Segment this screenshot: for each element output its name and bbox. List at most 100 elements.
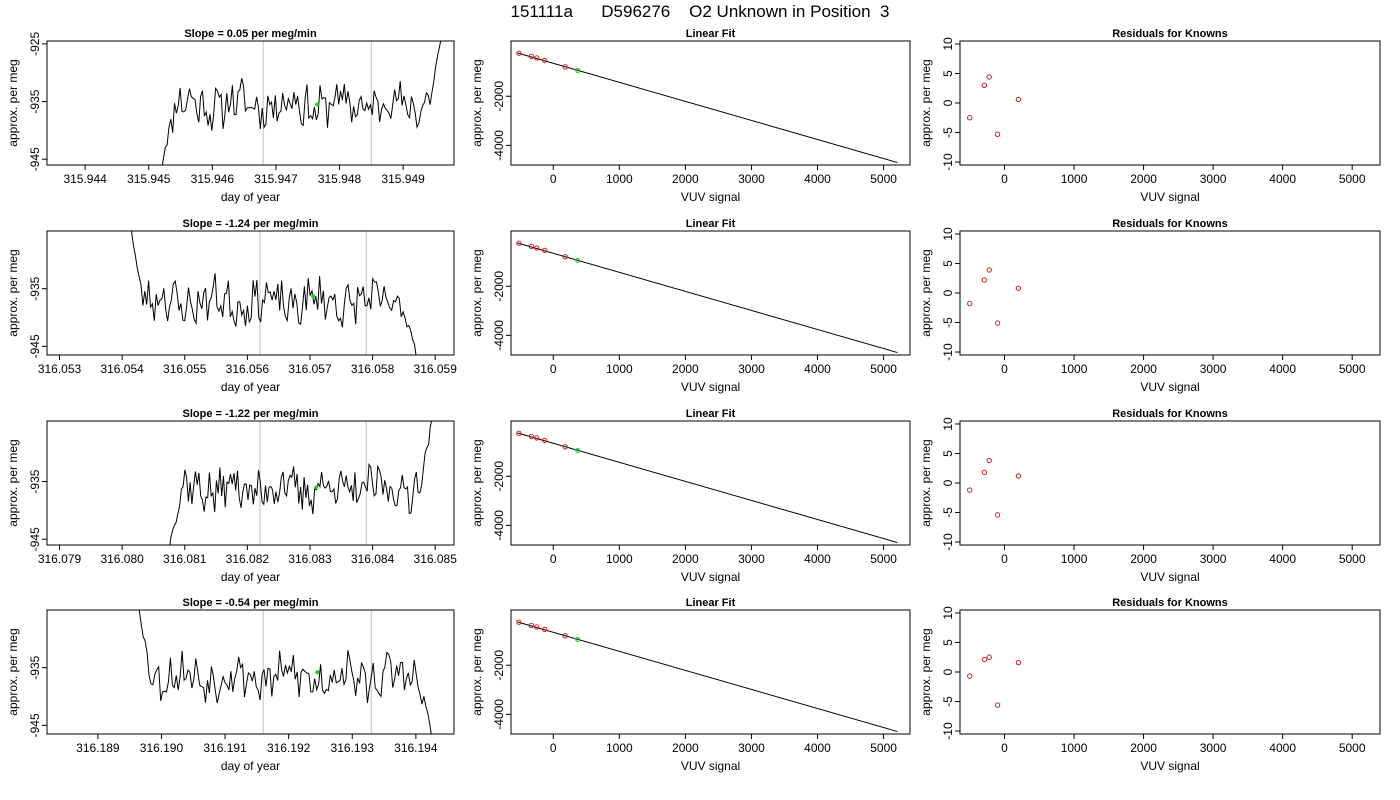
data-trace	[138, 610, 432, 734]
data-trace	[131, 231, 417, 355]
x-tick-label: 0	[550, 172, 557, 186]
panel-r1-c3: Residuals for Knowns 0 1000 2000 3000 4000 500…	[919, 28, 1381, 204]
panel-title: Slope = -1.24 per meg/min	[182, 218, 318, 230]
x-tick-label: 0	[1001, 362, 1008, 376]
y-tick-label: 10	[941, 227, 955, 241]
x-tick-label: 316.189	[76, 741, 120, 755]
y-tick-label: -935	[28, 655, 42, 679]
residual-point	[967, 487, 973, 493]
data-trace	[169, 421, 432, 545]
x-tick-label: 4000	[804, 552, 831, 566]
x-tick-label: 316.055	[163, 362, 207, 376]
panel-title: Residuals for Knowns	[1112, 28, 1228, 40]
x-tick-label: 1000	[1061, 172, 1088, 186]
x-tick-label: 316.057	[288, 362, 332, 376]
x-tick-label: 4000	[804, 362, 831, 376]
y-axis-label: approx. per meg	[919, 249, 933, 336]
known-point	[562, 444, 568, 450]
known-point	[516, 240, 522, 246]
x-axis-label: VUV signal	[1140, 190, 1199, 204]
x-tick-label: 316.082	[226, 552, 270, 566]
x-tick-label: 316.081	[163, 552, 207, 566]
panel-r3-c3: Residuals for Knowns 0 1000 2000 3000 4000 500…	[919, 408, 1381, 584]
residual-point	[967, 115, 973, 121]
y-axis-label: approx. per meg	[919, 439, 933, 526]
panel-title: Slope = -1.22 per meg/min	[182, 408, 318, 420]
x-tick-label: 4000	[1269, 362, 1296, 376]
y-tick-label: -945	[28, 713, 42, 737]
panel-r2-c1: Slope = -1.24 per meg/min 316.053 316.054 3…	[6, 218, 457, 394]
y-axis-label: approx. per meg	[6, 628, 20, 715]
known-point	[541, 437, 548, 444]
x-axis-label: VUV signal	[1140, 759, 1199, 773]
y-tick-label: -2000	[492, 461, 506, 492]
y-tick-label: -10	[941, 722, 955, 740]
x-tick-label: 316.194	[394, 741, 438, 755]
fit-line	[517, 432, 898, 544]
x-axis-label: VUV signal	[681, 380, 740, 394]
known-point	[528, 53, 535, 60]
y-tick-label: -925	[28, 32, 42, 56]
residual-point	[986, 74, 992, 80]
x-tick-label: 4000	[1269, 741, 1296, 755]
y-tick-label: 0	[941, 479, 955, 486]
known-point	[541, 247, 548, 254]
x-tick-label: 316.190	[140, 741, 184, 755]
known-point	[562, 64, 568, 70]
y-axis-label: approx. per meg	[470, 59, 484, 146]
plot-frame	[959, 230, 1381, 356]
y-tick-label: 0	[941, 289, 955, 296]
y-tick-label: -945	[28, 334, 42, 358]
x-tick-label: 3000	[738, 172, 765, 186]
y-tick-label: -4000	[492, 130, 506, 161]
y-tick-label: 5	[941, 639, 955, 646]
y-tick-label: -5	[941, 317, 955, 328]
x-tick-label: 1000	[606, 552, 633, 566]
y-tick-label: -945	[28, 527, 42, 551]
x-tick-label: 0	[1001, 741, 1008, 755]
x-tick-label: 315.949	[381, 172, 425, 186]
x-axis-label: VUV signal	[1140, 570, 1199, 584]
x-tick-label: 316.084	[351, 552, 395, 566]
y-tick-label: 5	[941, 70, 955, 77]
residual-point	[994, 512, 1001, 518]
residual-point	[981, 82, 988, 88]
x-tick-label: 3000	[1200, 172, 1227, 186]
x-axis-label: VUV signal	[681, 759, 740, 773]
residual-point	[981, 469, 988, 476]
unknown-point	[575, 257, 581, 264]
panel-r4-c1: Slope = -0.54 per meg/min 316.189 316.190 3…	[6, 597, 455, 773]
x-tick-label: 0	[550, 741, 557, 755]
x-tick-label: 2000	[672, 172, 699, 186]
plot-frame	[510, 230, 911, 356]
x-tick-label: 0	[550, 552, 557, 566]
y-tick-label: -2000	[492, 81, 506, 112]
x-axis-label: VUV signal	[1140, 380, 1199, 394]
x-axis-label: VUV signal	[681, 570, 740, 584]
y-tick-label: -935	[28, 469, 42, 493]
y-tick-label: -5	[941, 696, 955, 707]
known-point	[516, 619, 522, 625]
residual-point	[981, 656, 988, 663]
known-point	[541, 57, 548, 64]
panel-title: Slope = 0.05 per meg/min	[184, 28, 317, 40]
residual-point	[967, 300, 973, 307]
x-tick-label: 3000	[738, 741, 765, 755]
unknown-point	[575, 636, 581, 643]
residual-point	[986, 654, 992, 660]
x-tick-label: 5000	[1339, 552, 1366, 566]
residual-point	[981, 277, 988, 283]
panel-title: Linear Fit	[686, 28, 736, 40]
y-tick-label: 0	[941, 99, 955, 106]
y-axis-label: approx. per meg	[470, 439, 484, 526]
known-point	[534, 55, 540, 61]
unknown-point	[575, 67, 581, 74]
y-tick-label: 10	[941, 606, 955, 620]
plot-frame	[510, 40, 911, 166]
x-tick-label: 2000	[1130, 362, 1157, 376]
x-tick-label: 316.059	[414, 362, 458, 376]
residual-point	[967, 673, 973, 679]
residual-point	[1015, 659, 1022, 666]
residual-point	[1015, 285, 1022, 291]
